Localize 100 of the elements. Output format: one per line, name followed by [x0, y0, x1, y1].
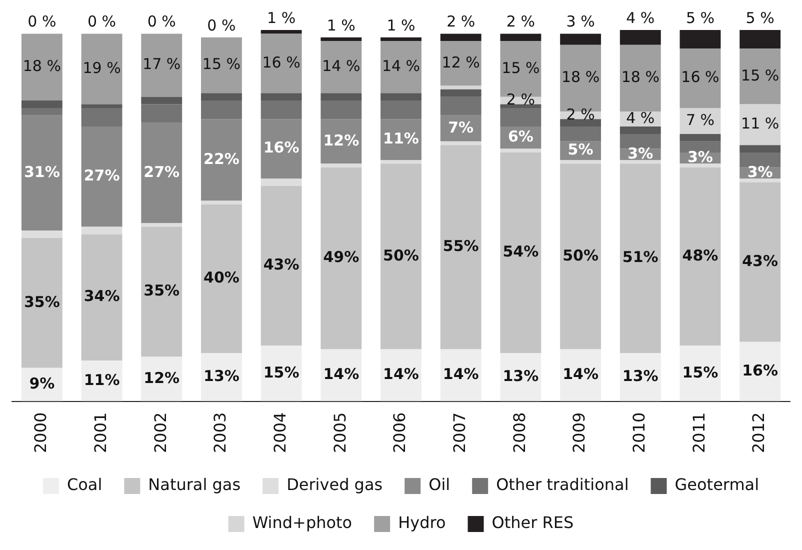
data-label: 13%	[502, 367, 539, 386]
data-label: 3%	[628, 144, 654, 162]
data-label: 9%	[29, 374, 55, 392]
data-label: 15 %	[502, 58, 540, 77]
data-label: 50%	[383, 246, 419, 264]
bar	[560, 119, 602, 127]
bar	[740, 104, 781, 146]
bar	[620, 44, 661, 112]
bar	[440, 41, 482, 86]
data-label: 19 %	[82, 58, 121, 77]
data-label: 0 %	[147, 12, 176, 31]
bar	[260, 186, 302, 346]
bar	[141, 96, 182, 104]
x-tick-label: 2008	[510, 412, 529, 453]
data-label: 0 %	[28, 12, 56, 31]
data-label: 2 %	[506, 12, 535, 31]
bar	[620, 134, 661, 149]
data-label: 4 %	[626, 8, 655, 27]
bar	[440, 349, 482, 402]
data-label: 27%	[84, 166, 120, 185]
bar	[21, 108, 62, 116]
data-label: 7 %	[686, 110, 715, 129]
bar	[380, 349, 422, 402]
data-label: 16%	[742, 361, 778, 380]
data-label: 12%	[144, 368, 180, 387]
bar	[260, 34, 302, 94]
bar	[200, 37, 242, 94]
bar	[200, 200, 242, 204]
bar	[740, 178, 781, 182]
data-label: 49%	[323, 248, 360, 266]
x-tick-label: 2006	[390, 412, 410, 453]
bar	[320, 93, 362, 101]
data-label: 11%	[84, 370, 120, 389]
data-label: 43%	[742, 252, 778, 270]
data-label: 18 %	[561, 68, 600, 86]
data-label: 13%	[622, 367, 658, 386]
data-label: 1 %	[326, 16, 356, 34]
bar	[141, 226, 182, 357]
bar	[380, 93, 422, 101]
bar	[560, 34, 602, 45]
bar	[260, 30, 302, 34]
bar	[500, 104, 542, 108]
bar	[260, 93, 302, 101]
bar	[81, 226, 122, 234]
bar	[440, 141, 482, 146]
bar	[680, 164, 721, 168]
bar	[141, 34, 182, 97]
bar	[620, 126, 661, 134]
data-label: 18 %	[22, 57, 61, 76]
bar	[440, 34, 482, 42]
legend-label: Other traditional	[496, 475, 629, 494]
data-label: 0 %	[87, 12, 116, 31]
legend-label: Wind+photo	[252, 513, 352, 532]
data-label: 13%	[204, 367, 240, 386]
x-tick-label: 2012	[749, 412, 768, 453]
data-label: 12%	[323, 131, 360, 150]
data-label: 50%	[562, 246, 598, 264]
data-label: 14 %	[322, 57, 360, 76]
data-label: 3 %	[566, 12, 595, 31]
data-label: 14%	[383, 365, 419, 384]
legend-label: Derived gas	[286, 475, 383, 494]
bar	[380, 37, 422, 42]
bar	[680, 134, 721, 142]
bar	[320, 164, 362, 168]
bar	[81, 108, 122, 127]
bar	[260, 119, 302, 179]
data-label: 22%	[204, 150, 240, 168]
data-label: 2 %	[506, 90, 535, 108]
x-tick-label: 2010	[630, 412, 649, 453]
bar	[680, 30, 721, 49]
bar	[740, 342, 781, 402]
x-tick-label: 2003	[210, 412, 230, 453]
bar	[320, 37, 362, 42]
bar	[740, 152, 781, 168]
bar	[200, 93, 242, 101]
bar	[81, 104, 122, 108]
data-label: 2 %	[446, 12, 476, 31]
bar	[21, 230, 62, 238]
data-label: 27%	[144, 162, 180, 181]
bar	[260, 346, 302, 402]
bar	[740, 48, 781, 104]
bar	[380, 164, 422, 350]
bar	[500, 108, 542, 127]
data-label: 15 %	[202, 55, 241, 74]
bar	[380, 160, 422, 164]
bar	[440, 86, 482, 90]
x-tick-label: 2011	[689, 412, 708, 453]
bar	[620, 160, 661, 164]
data-label: 14%	[442, 365, 479, 384]
bar	[141, 122, 182, 224]
data-label: 40%	[204, 268, 240, 287]
legend-label: Geotermal	[674, 475, 760, 494]
data-label: 15%	[263, 363, 300, 382]
data-label: 31%	[24, 162, 60, 181]
bar	[200, 100, 242, 120]
data-label: 0 %	[207, 16, 236, 34]
bar	[260, 100, 302, 120]
bar	[320, 349, 362, 402]
bar	[21, 115, 62, 230]
data-label: 54%	[502, 242, 539, 261]
